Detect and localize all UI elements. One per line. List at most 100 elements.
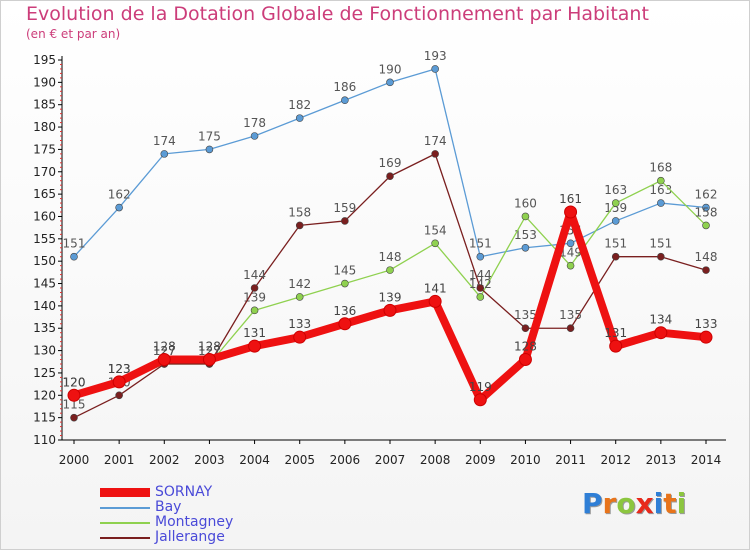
chart-title: Evolution de la Dotation Globale de Fonc… — [26, 3, 649, 25]
data-label-sornay: 119 — [469, 380, 492, 394]
data-point-montagney — [250, 306, 259, 315]
data-label-montagney: 160 — [514, 196, 537, 210]
data-point-montagney — [295, 293, 304, 301]
data-point-sornay — [473, 393, 487, 407]
data-label-sornay: 133 — [695, 317, 718, 331]
y-tick-label: 145 — [33, 277, 56, 291]
data-label-jallerange: 159 — [333, 201, 356, 215]
data-point-montagney — [476, 293, 485, 301]
data-label-bay: 175 — [198, 129, 221, 143]
data-label-sornay: 136 — [333, 304, 356, 318]
data-label-montagney: 142 — [469, 277, 492, 291]
y-tick-label: 160 — [33, 209, 56, 223]
data-label-jallerange: 169 — [379, 156, 402, 170]
data-label-sornay: 161 — [559, 192, 582, 206]
y-tick-label: 115 — [33, 411, 56, 425]
data-label-jallerange: 144 — [243, 268, 266, 282]
data-point-bay — [386, 78, 394, 87]
logo-letter: P — [582, 487, 603, 520]
x-tick-label: 2007 — [375, 453, 406, 467]
data-label-sornay: 131 — [243, 326, 266, 340]
data-label-jallerange: 158 — [288, 205, 311, 219]
data-label-jallerange: 127 — [153, 344, 176, 358]
data-point-jallerange — [386, 172, 394, 181]
data-point-bay — [476, 252, 485, 261]
data-label-sornay: 133 — [288, 317, 311, 331]
data-label-sornay: 128 — [198, 340, 221, 354]
data-label-montagney: 148 — [379, 250, 402, 264]
data-point-jallerange — [115, 391, 123, 400]
data-label-montagney: 158 — [695, 205, 718, 219]
data-point-jallerange — [476, 284, 485, 292]
data-label-sornay: 141 — [424, 281, 447, 295]
y-tick-label: 165 — [33, 187, 56, 201]
data-point-jallerange — [70, 413, 78, 422]
logo-letter: o — [616, 487, 636, 520]
logo-letter: x — [635, 487, 654, 520]
y-tick-label: 185 — [33, 98, 56, 112]
y-tick-label: 175 — [33, 142, 56, 156]
data-label-bay: 151 — [63, 237, 86, 251]
data-label-sornay: 128 — [153, 340, 176, 354]
data-label-jallerange: 135 — [514, 308, 537, 322]
data-point-sornay — [157, 353, 171, 367]
data-label-sornay: 128 — [514, 340, 537, 354]
data-point-sornay — [699, 330, 713, 344]
logo-letter: r — [602, 487, 617, 520]
data-label-montagney: 154 — [424, 223, 447, 237]
data-point-jallerange — [611, 252, 620, 261]
data-label-montagney: 120 — [63, 375, 86, 389]
x-tick-label: 2000 — [59, 453, 90, 467]
data-point-jallerange — [250, 284, 259, 292]
data-label-montagney: 123 — [108, 362, 131, 376]
data-label-jallerange: 148 — [695, 250, 718, 264]
x-tick-label: 2002 — [149, 453, 180, 467]
data-point-jallerange — [521, 324, 530, 333]
data-point-jallerange — [702, 266, 710, 274]
chart-subtitle: (en € et par an) — [26, 27, 121, 41]
x-tick-label: 2010 — [510, 453, 541, 467]
data-label-sornay: 134 — [649, 313, 672, 327]
data-point-jallerange — [431, 150, 439, 158]
data-point-jallerange — [295, 221, 304, 230]
data-point-montagney — [657, 176, 665, 185]
data-label-montagney: 139 — [243, 290, 266, 304]
logo-letter: t — [663, 487, 677, 520]
data-label-bay: 193 — [424, 49, 447, 63]
data-label-bay: 162 — [695, 188, 718, 202]
data-label-bay: 186 — [333, 80, 356, 94]
data-label-sornay: 139 — [379, 290, 402, 304]
data-label-jallerange: 151 — [649, 237, 672, 251]
legend-label: Montagney — [155, 514, 234, 530]
data-point-bay — [702, 203, 710, 212]
data-point-sornay — [67, 388, 81, 402]
data-point-bay — [431, 65, 439, 73]
x-tick-label: 2003 — [194, 453, 225, 467]
data-point-bay — [657, 199, 665, 207]
data-label-jallerange: 144 — [469, 268, 492, 282]
y-tick-label: 135 — [33, 321, 56, 335]
data-label-montagney: 127 — [153, 344, 176, 358]
data-point-montagney — [521, 212, 530, 221]
x-tick-label: 2011 — [555, 453, 586, 467]
y-tick-label: 140 — [33, 299, 56, 313]
data-label-sornay: 120 — [63, 375, 86, 389]
x-tick-label: 2009 — [465, 453, 496, 467]
x-tick-label: 2001 — [104, 453, 135, 467]
legend-swatch — [100, 485, 150, 500]
data-point-sornay — [518, 353, 532, 367]
data-label-bay: 174 — [153, 134, 176, 148]
data-point-sornay — [248, 339, 262, 353]
data-point-jallerange — [657, 252, 665, 261]
data-point-jallerange — [566, 324, 575, 333]
data-point-montagney — [431, 239, 439, 248]
data-label-bay: 190 — [379, 62, 402, 76]
data-point-bay — [70, 252, 78, 261]
logo-letter: i — [676, 487, 687, 520]
y-tick-label: 150 — [33, 254, 56, 268]
data-label-jallerange: 151 — [604, 237, 627, 251]
x-tick-label: 2004 — [239, 453, 270, 467]
data-point-sornay — [564, 205, 578, 219]
data-point-bay — [521, 243, 530, 252]
data-point-bay — [250, 132, 259, 140]
